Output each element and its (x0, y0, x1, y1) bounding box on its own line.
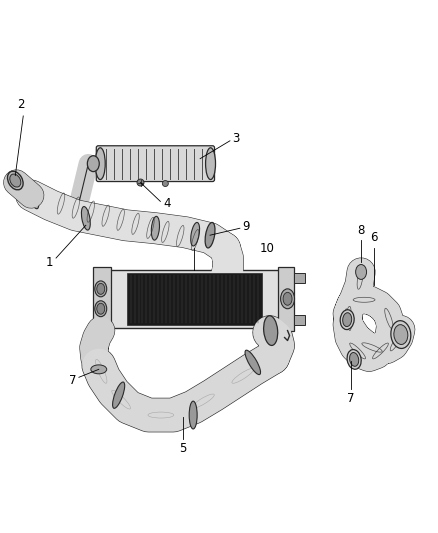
Text: 7: 7 (347, 392, 355, 405)
Text: 1: 1 (46, 255, 53, 269)
Ellipse shape (97, 284, 105, 294)
Ellipse shape (28, 186, 39, 209)
Ellipse shape (281, 289, 294, 309)
Ellipse shape (347, 350, 361, 369)
Bar (278, 267, 293, 330)
Bar (127, 273, 262, 325)
Bar (109, 270, 279, 328)
Ellipse shape (283, 292, 292, 305)
Ellipse shape (353, 261, 369, 283)
Ellipse shape (7, 171, 23, 190)
Text: 7: 7 (69, 374, 77, 387)
Ellipse shape (81, 207, 90, 230)
Text: 10: 10 (260, 241, 275, 255)
Ellipse shape (95, 281, 107, 297)
Ellipse shape (95, 148, 105, 180)
Bar (293, 314, 305, 325)
Ellipse shape (10, 174, 21, 187)
Ellipse shape (343, 313, 352, 327)
Ellipse shape (87, 156, 99, 172)
Ellipse shape (97, 303, 105, 314)
Text: 8: 8 (357, 224, 365, 237)
Ellipse shape (95, 301, 107, 317)
Ellipse shape (151, 216, 159, 240)
Text: 2: 2 (18, 98, 25, 111)
Ellipse shape (205, 148, 215, 180)
Text: 6: 6 (370, 231, 378, 244)
Ellipse shape (394, 325, 408, 344)
Ellipse shape (191, 222, 200, 246)
Ellipse shape (340, 310, 354, 329)
Ellipse shape (162, 181, 168, 187)
Ellipse shape (356, 264, 367, 279)
FancyBboxPatch shape (96, 146, 215, 182)
Bar (93, 267, 111, 330)
Ellipse shape (88, 362, 110, 376)
Bar (293, 273, 305, 283)
Ellipse shape (205, 222, 215, 248)
Ellipse shape (189, 401, 197, 429)
Ellipse shape (264, 316, 278, 345)
Text: 9: 9 (242, 220, 249, 233)
Text: 5: 5 (180, 442, 187, 455)
Text: 4: 4 (163, 197, 171, 210)
Ellipse shape (113, 382, 125, 408)
Ellipse shape (91, 365, 107, 374)
Ellipse shape (137, 179, 144, 186)
Ellipse shape (350, 352, 359, 366)
Ellipse shape (391, 321, 411, 349)
Text: 3: 3 (232, 132, 239, 146)
Ellipse shape (245, 350, 261, 375)
